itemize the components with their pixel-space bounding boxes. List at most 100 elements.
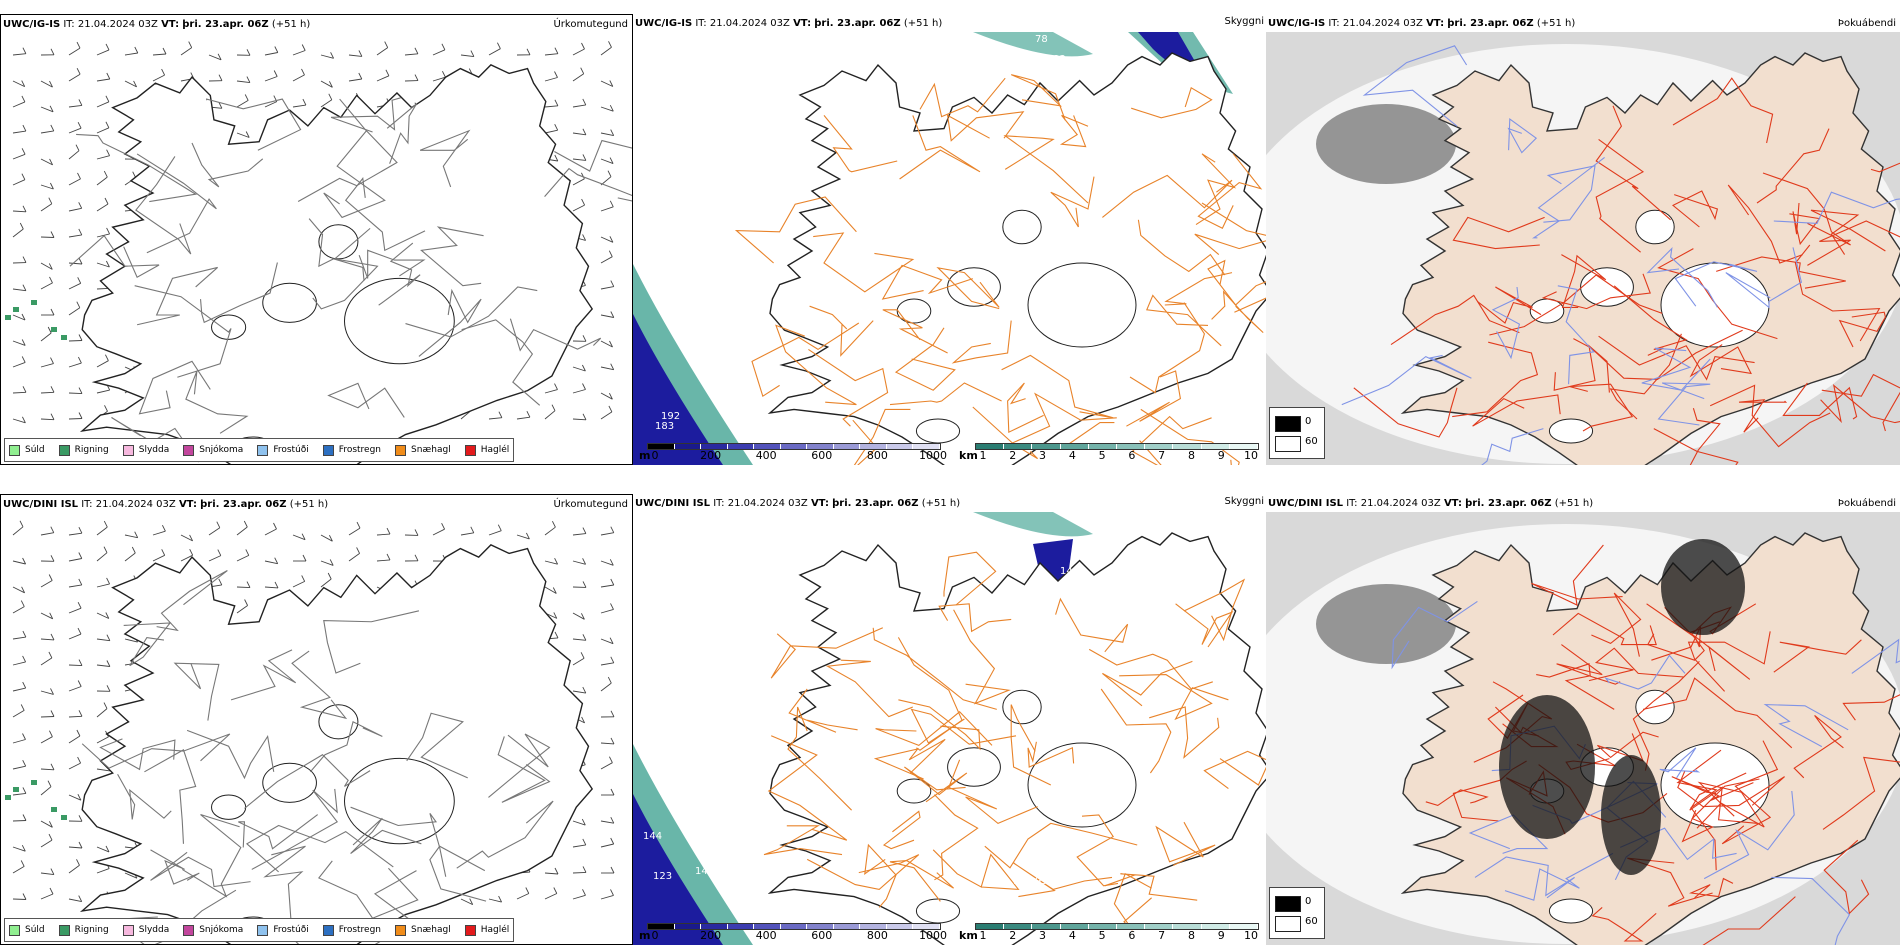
wind-barb-flag — [302, 554, 307, 562]
wind-barb-flag — [470, 526, 475, 534]
wind-barb — [236, 100, 249, 108]
wind-barb — [68, 307, 81, 316]
road-line — [763, 825, 843, 856]
wind-barb — [544, 53, 558, 56]
wind-barb-flag — [78, 412, 83, 419]
road-line — [312, 227, 379, 310]
wind-barb-flag — [48, 651, 53, 659]
wind-barb-flag — [20, 860, 25, 867]
wind-barb — [600, 608, 614, 614]
scale-segment — [674, 444, 702, 449]
glacier — [344, 277, 455, 365]
wind-barb-flag — [498, 895, 503, 903]
road-line — [117, 773, 172, 820]
wind-barb-flag — [581, 364, 586, 372]
wind-barb-flag — [106, 660, 111, 667]
road-line — [809, 305, 874, 357]
wind-barb — [572, 48, 585, 56]
road-line — [1773, 639, 1862, 673]
scale-segment — [1229, 444, 1259, 449]
road-line — [1762, 172, 1851, 246]
scale-segment — [1229, 924, 1259, 929]
wind-barb-flag — [22, 386, 27, 393]
wind-barb-flag — [105, 612, 110, 619]
wind-barb — [68, 607, 82, 614]
road-line — [1672, 77, 1774, 144]
wind-barb-flag — [386, 527, 391, 535]
scale-tick: 0 — [651, 929, 659, 942]
wind-barb — [600, 206, 614, 212]
wind-barb — [572, 894, 586, 900]
wind-barb — [12, 153, 26, 160]
wind-barb-flag — [49, 276, 53, 284]
wind-barb-flag — [49, 80, 53, 88]
wind-barb — [236, 554, 249, 562]
scale-tick: 400 — [755, 449, 777, 462]
road-line — [938, 603, 1012, 633]
wind-barb-flag — [580, 67, 585, 74]
road-line — [1390, 294, 1520, 346]
cloud-base-value: 192 — [661, 411, 680, 422]
road-line — [1689, 344, 1752, 378]
wind-barb-flag — [414, 47, 419, 55]
wind-barb — [12, 710, 25, 718]
wind-barb-flag — [582, 98, 587, 106]
visibility-scale: km 1 2 3 4 5 6 7 8 9 10 — [959, 923, 1259, 943]
wind-barb-flag — [274, 581, 279, 589]
wind-barb — [544, 560, 558, 565]
wind-barb-flag — [161, 549, 166, 556]
precip-type-map — [5, 41, 632, 464]
fog-legend-light-label: 60 — [1305, 436, 1318, 447]
fog-panel-top: UWC/IG-IS IT: 21.04.2024 03Z VT: þri. 23… — [1266, 14, 1900, 465]
wind-barb — [12, 179, 26, 186]
road-line — [1197, 153, 1263, 229]
scale-bar — [975, 443, 1259, 450]
wind-barb — [68, 762, 81, 770]
wind-barb-flag — [48, 197, 53, 204]
wind-barb-flag — [78, 526, 83, 534]
wind-barb — [40, 893, 54, 900]
glacier — [262, 762, 317, 803]
glacier — [1027, 742, 1137, 828]
wind-barb-flag — [216, 521, 221, 528]
wind-barb-flag — [21, 148, 26, 155]
legend-label: Slydda — [138, 925, 170, 935]
wind-barb — [572, 389, 586, 394]
wind-barb — [96, 526, 108, 536]
wind-barb — [600, 742, 615, 745]
wind-barb-flag — [104, 405, 108, 412]
wind-barb-flag — [358, 50, 363, 57]
wind-barb-flag — [48, 574, 53, 581]
scale-segment — [754, 444, 781, 449]
wind-barb-flag — [77, 627, 82, 635]
wind-barb — [12, 526, 24, 536]
wind-barb-flag — [49, 612, 54, 620]
scale-tick: 600 — [811, 929, 833, 942]
road-line — [1725, 247, 1803, 309]
rain-cell — [31, 300, 37, 305]
scale-segment — [833, 924, 861, 929]
wind-barb-flag — [106, 72, 111, 80]
precip-type-legend: Súld Rigning Slydda Snjókoma Frostúði Frostre… — [4, 438, 515, 462]
wind-barb-flag — [50, 357, 54, 364]
glacier — [896, 778, 932, 804]
wind-barb-flag — [329, 559, 334, 566]
road-line — [358, 249, 426, 279]
road-line — [544, 167, 632, 202]
wind-barb-flag — [20, 600, 25, 607]
legend-swatch — [257, 444, 269, 456]
road-line — [1646, 603, 1705, 661]
wind-barb-flag — [610, 578, 615, 586]
scale-tick: 200 — [700, 929, 722, 942]
legend-swatch — [122, 924, 134, 936]
wind-barb — [460, 532, 474, 536]
road-line — [1646, 247, 1718, 308]
scale-segment — [860, 444, 887, 449]
wind-barb — [572, 560, 586, 565]
wind-barb — [180, 47, 192, 56]
wind-barb — [40, 580, 53, 588]
scale-tick: 1000 — [919, 449, 947, 462]
cloud-base-scale: m 0 200 400 600 800 1000 — [639, 923, 947, 943]
wind-barb-flag — [554, 123, 559, 131]
road-line — [898, 699, 981, 751]
